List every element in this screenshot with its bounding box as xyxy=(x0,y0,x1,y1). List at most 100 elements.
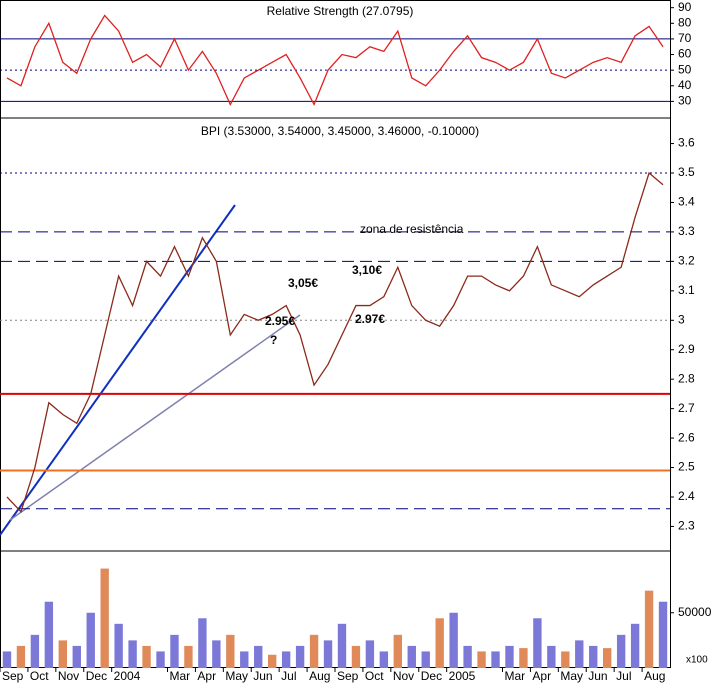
y-tick-label: 2.4 xyxy=(678,489,695,503)
y-tick-label: 2.6 xyxy=(678,430,695,444)
y-tick-label: 3.3 xyxy=(678,224,695,238)
volume-bar xyxy=(547,645,556,668)
x-tick-label: Mar xyxy=(170,669,191,683)
x-tick-label: Oct xyxy=(30,669,49,683)
volume-bar xyxy=(254,645,263,668)
volume-bar xyxy=(463,645,472,668)
volume-bar xyxy=(100,568,109,668)
x-tick-label: Nov xyxy=(58,669,79,683)
x-tick-label: 2005 xyxy=(449,669,476,683)
y-tick-label: 3.5 xyxy=(678,165,695,179)
x-tick-label: Aug xyxy=(644,669,665,683)
volume-bar xyxy=(240,651,249,668)
volume-bar xyxy=(2,651,12,668)
volume-bar xyxy=(393,634,402,668)
volume-bar xyxy=(435,618,444,668)
volume-bar xyxy=(295,645,305,668)
series-line xyxy=(6,171,664,513)
trend-line xyxy=(9,314,301,521)
volume-bar xyxy=(630,623,640,668)
x-tick-label: Jun xyxy=(588,669,607,683)
volume-bar xyxy=(589,645,598,668)
x-tick-label: Mar xyxy=(505,669,526,683)
volume-unit: x100 xyxy=(686,655,708,666)
volume-bar xyxy=(58,640,67,668)
x-tick-label: Apr xyxy=(197,669,216,683)
rsi-title: Relative Strength (27.0795) xyxy=(267,4,414,18)
x-tick-label: Apr xyxy=(532,669,551,683)
volume-bar xyxy=(128,640,137,668)
volume-bar xyxy=(86,612,95,668)
y-tick-label: 3 xyxy=(678,312,685,326)
x-tick-label: Oct xyxy=(365,669,384,683)
y-tick-label: 3.6 xyxy=(678,136,695,150)
y-tick-label: 3.1 xyxy=(678,283,695,297)
x-tick-label: May xyxy=(225,669,248,683)
volume-bar xyxy=(156,651,165,668)
volume-bar xyxy=(309,634,319,668)
volume-bar xyxy=(337,623,347,668)
price-title: BPI (3.53000, 3.54000, 3.45000, 3.46000,… xyxy=(201,124,479,138)
volume-bar xyxy=(644,590,654,668)
y-tick-label: 70 xyxy=(678,31,692,45)
annotation: 3,10€ xyxy=(352,263,382,277)
volume-bar xyxy=(226,634,235,668)
volume-bar xyxy=(407,645,416,668)
volume-bar xyxy=(561,651,570,668)
volume-bar xyxy=(421,651,430,668)
volume-bar xyxy=(505,645,514,668)
y-tick-label: 30 xyxy=(678,94,692,108)
x-tick-label: Nov xyxy=(393,669,414,683)
volume-bar xyxy=(16,645,26,668)
volume-bar xyxy=(142,645,151,668)
volume-bar xyxy=(184,645,193,668)
x-tick-label: Dec xyxy=(421,669,442,683)
volume-bar xyxy=(72,645,81,668)
x-tick-label: Jul xyxy=(616,669,631,683)
annotation: zona de resistência xyxy=(360,222,464,236)
annotation: ? xyxy=(270,333,277,347)
volume-bar xyxy=(533,618,542,668)
trend-line xyxy=(0,204,236,536)
y-tick-label: 50 xyxy=(678,62,692,76)
volume-bar xyxy=(658,601,668,668)
volume-bar xyxy=(44,601,54,668)
annotation: 2.97€ xyxy=(355,312,385,326)
y-tick-label: 90 xyxy=(678,0,692,14)
y-tick-label: 40 xyxy=(678,78,692,92)
annotation: 3,05€ xyxy=(288,276,318,290)
x-tick-label: Aug xyxy=(309,669,330,683)
volume-bar xyxy=(449,612,458,668)
y-tick-label: 2.7 xyxy=(678,401,695,415)
volume-bar xyxy=(365,640,375,668)
volume-bar xyxy=(491,651,500,668)
annotation: 2.95€ xyxy=(265,314,295,328)
volume-bar xyxy=(575,640,584,668)
volume-bar xyxy=(351,645,361,668)
y-tick-label: 3.2 xyxy=(678,254,695,268)
volume-bar xyxy=(281,651,291,668)
y-tick-label: 2.8 xyxy=(678,371,695,385)
x-tick-label: Jul xyxy=(281,669,296,683)
volume-bar xyxy=(519,648,528,668)
volume-bar xyxy=(323,640,333,668)
plot-frame xyxy=(0,0,671,668)
y-tick-label: 80 xyxy=(678,15,692,29)
y-tick-label: 2.9 xyxy=(678,342,695,356)
x-tick-label: May xyxy=(560,669,583,683)
x-tick-label: Sep xyxy=(2,669,24,683)
volume-bar xyxy=(170,634,179,668)
y-tick-label: 2.3 xyxy=(678,519,695,533)
volume-bar xyxy=(477,651,486,668)
y-tick-label: 50000 xyxy=(678,605,712,619)
volume-bar xyxy=(268,654,277,668)
volume-bar xyxy=(616,634,626,668)
volume-bar xyxy=(212,640,221,668)
volume-bar xyxy=(30,634,40,668)
x-tick-label: Jun xyxy=(253,669,272,683)
x-tick-label: 2004 xyxy=(114,669,141,683)
y-tick-label: 2.5 xyxy=(678,460,695,474)
series-line xyxy=(6,14,664,107)
x-tick-label: Dec xyxy=(86,669,107,683)
